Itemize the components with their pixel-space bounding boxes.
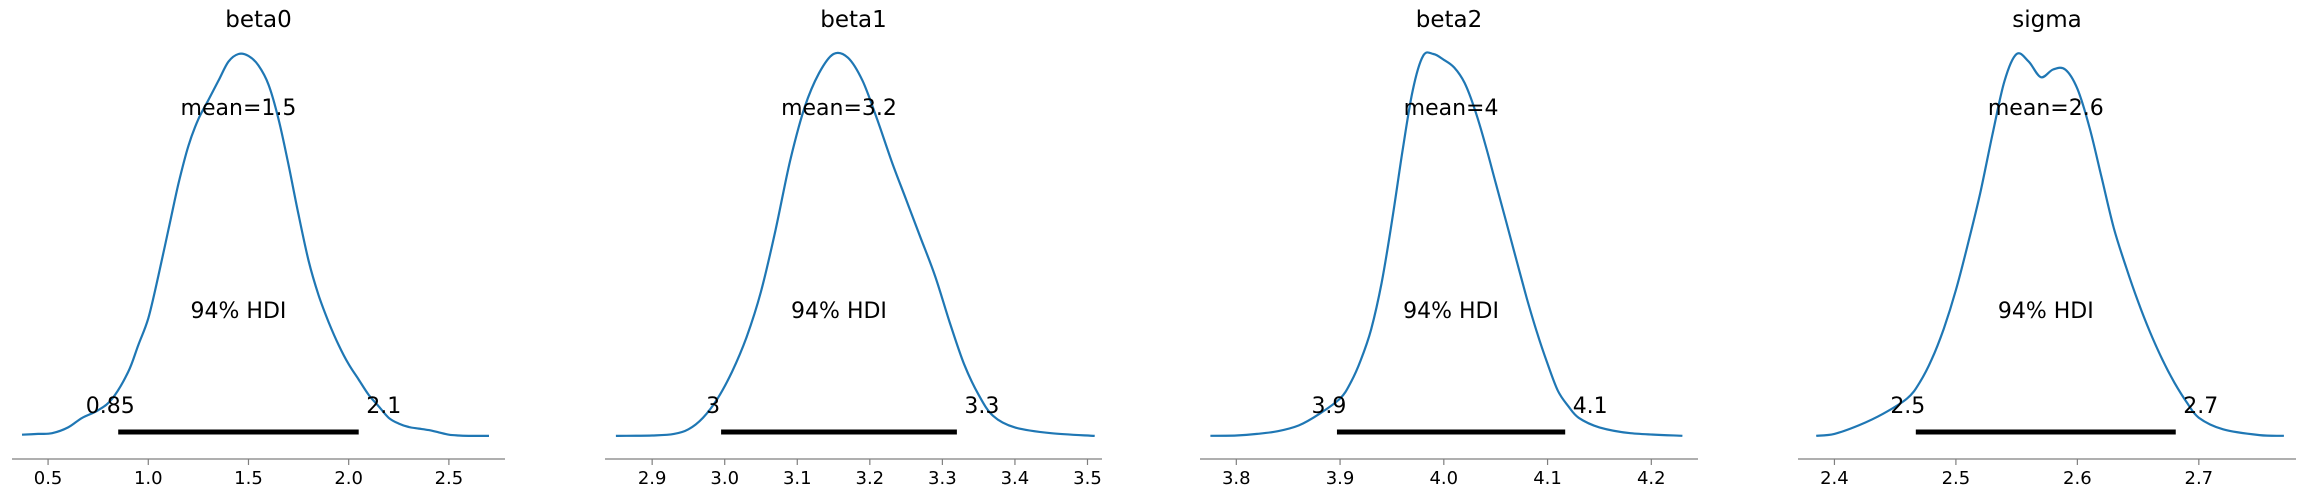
hdi-upper-label: 2.1	[366, 394, 401, 419]
hdi-label: 94% HDI	[1403, 299, 1499, 324]
density-curve	[615, 51, 1095, 437]
subplot-title: beta2	[1416, 7, 1483, 33]
subplot-beta0: beta0 mean=1.5 94% HDI 0.85 2.1 0.5 1.0 1.5 2.0 2…	[12, 7, 505, 489]
hdi-upper-label: 2.7	[2183, 394, 2218, 419]
x-tick-label: 2.5	[435, 468, 464, 489]
x-tick-label: 2.9	[638, 468, 667, 489]
x-tick-label: 2.4	[1820, 468, 1849, 489]
hdi-label: 94% HDI	[1998, 299, 2094, 324]
x-tick-label: 3.2	[856, 468, 885, 489]
x-tick-label: 3.9	[1326, 468, 1355, 489]
x-tick-label: 4.2	[1637, 468, 1666, 489]
hdi-lower-label: 3	[706, 394, 720, 419]
x-tick-label: 1.5	[234, 468, 263, 489]
x-tick-label: 4.0	[1429, 468, 1458, 489]
density-curve	[1210, 51, 1683, 437]
hdi-lower-label: 3.9	[1311, 394, 1346, 419]
x-tick-label: 3.1	[783, 468, 812, 489]
x-tick-label: 3.4	[1001, 468, 1030, 489]
hdi-upper-label: 3.3	[964, 394, 999, 419]
hdi-lower-label: 0.85	[86, 394, 135, 419]
hdi-label: 94% HDI	[791, 299, 887, 324]
subplot-title: sigma	[2012, 7, 2081, 33]
x-tick-label: 2.7	[2185, 468, 2214, 489]
subplot-sigma: sigma mean=2.6 94% HDI 2.5 2.7 2.4 2.5 2.6 2.7	[1798, 7, 2296, 489]
hdi-label: 94% HDI	[191, 299, 287, 324]
hdi-upper-label: 4.1	[1573, 394, 1608, 419]
subplot-beta1: beta1 mean=3.2 94% HDI 3 3.3 2.9 3.0 3.1 3.2 3.3 3…	[605, 7, 1102, 489]
subplot-title: beta0	[225, 7, 292, 33]
mean-label: mean=4	[1404, 96, 1499, 121]
x-tick-label: 3.8	[1222, 468, 1251, 489]
subplot-title: beta1	[820, 7, 887, 33]
subplot-beta2: beta2 mean=4 94% HDI 3.9 4.1 3.8 3.9 4.0 4.1 4.2	[1200, 7, 1698, 489]
x-tick-label: 3.3	[928, 468, 957, 489]
x-tick-label: 1.0	[134, 468, 163, 489]
mean-label: mean=1.5	[181, 96, 297, 121]
hdi-lower-label: 2.5	[1890, 394, 1925, 419]
x-tick-label: 2.6	[2063, 468, 2092, 489]
x-tick-label: 4.1	[1533, 468, 1562, 489]
density-curve	[21, 52, 489, 438]
density-curve	[1816, 52, 2284, 437]
x-tick-label: 3.0	[710, 468, 739, 489]
mean-label: mean=3.2	[781, 96, 897, 121]
x-tick-label: 2.0	[334, 468, 363, 489]
x-tick-label: 2.5	[1942, 468, 1971, 489]
x-tick-label: 0.5	[34, 468, 63, 489]
x-tick-label: 3.5	[1073, 468, 1102, 489]
mean-label: mean=2.6	[1988, 96, 2104, 121]
